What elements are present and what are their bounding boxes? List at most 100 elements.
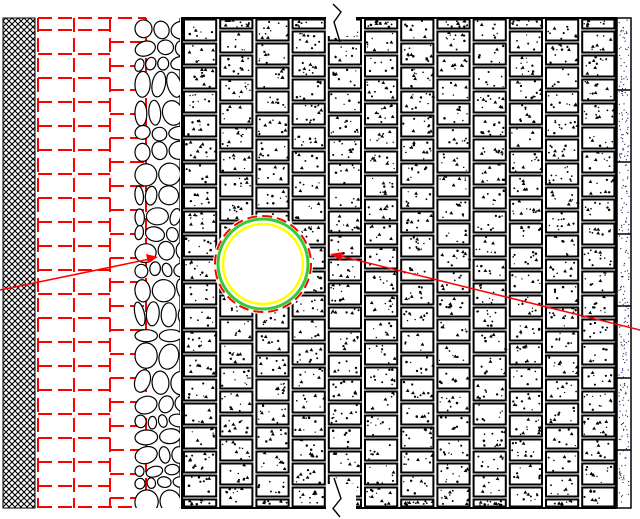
masonry-block	[219, 318, 254, 342]
stipple-dot	[352, 266, 354, 268]
stipple-dot	[584, 278, 587, 280]
stipple-aggregate	[187, 50, 192, 54]
stipple-aggregate	[552, 417, 557, 422]
stipple-aggregate	[522, 345, 527, 349]
edge-speckle	[625, 31, 628, 33]
stipple-dot	[193, 193, 197, 196]
stipple-aggregate	[527, 311, 532, 315]
stipple-dot	[407, 202, 410, 205]
stipple-dot	[261, 44, 264, 47]
stipple-aggregate	[406, 218, 410, 222]
stipple-dot	[345, 337, 348, 340]
stipple-aggregate	[524, 324, 528, 329]
stipple-dot	[607, 467, 609, 469]
stipple-dot	[309, 119, 312, 122]
masonry-block	[255, 450, 290, 474]
stipple-aggregate	[409, 294, 414, 298]
stipple-aggregate	[274, 455, 279, 459]
stipple-dot	[346, 445, 349, 448]
stipple-dot	[466, 113, 468, 115]
stipple-dot	[549, 61, 552, 64]
stipple-dot	[513, 187, 516, 190]
edge-speckle	[622, 276, 624, 278]
stipple-dot	[475, 248, 478, 251]
stipple-dot	[528, 20, 530, 22]
stipple-aggregate	[588, 179, 593, 184]
edge-speckle	[626, 190, 628, 192]
rubble-stone	[146, 477, 157, 489]
stipple-aggregate	[391, 390, 395, 395]
stipple-aggregate	[355, 218, 360, 222]
rubble-stone	[134, 395, 158, 415]
stipple-dot	[574, 455, 576, 457]
stipple-aggregate	[499, 454, 503, 458]
stipple-dot	[427, 102, 429, 105]
stipple-dot	[321, 260, 324, 263]
stipple-dot	[284, 123, 288, 126]
stipple-dot	[564, 261, 567, 264]
masonry-block	[472, 18, 507, 42]
rubble-stone	[134, 163, 158, 187]
stipple-dot	[566, 171, 569, 173]
masonry-block	[291, 486, 326, 508]
stipple-aggregate	[342, 379, 346, 383]
stipple-dot	[311, 184, 314, 187]
edge-speckle	[619, 400, 621, 402]
stipple-dot	[416, 272, 419, 275]
stipple-dot	[233, 209, 236, 212]
stipple-dot	[294, 428, 297, 432]
stipple-aggregate	[383, 21, 388, 25]
stipple-dot	[409, 479, 413, 483]
stipple-dot	[490, 251, 493, 254]
masonry-block	[545, 186, 580, 210]
stipple-dot	[314, 137, 317, 140]
stipple-dot	[311, 71, 314, 74]
stipple-dot	[388, 217, 391, 220]
stipple-dot	[548, 179, 551, 182]
stipple-aggregate	[452, 137, 457, 141]
stipple-dot	[481, 106, 484, 109]
rubble-stone	[161, 262, 173, 278]
edge-speckle	[619, 388, 622, 390]
stipple-aggregate	[271, 417, 276, 421]
stipple-dot	[524, 260, 527, 264]
stipple-aggregate	[374, 21, 379, 26]
stipple-dot	[198, 129, 200, 131]
stipple-dot	[267, 101, 269, 104]
stipple-dot	[228, 87, 231, 90]
edge-speckle	[620, 377, 623, 380]
edge-speckle	[626, 433, 629, 435]
stipple-dot	[389, 58, 392, 62]
rubble-stone	[134, 100, 148, 127]
stipple-dot	[406, 319, 409, 322]
stipple-dot	[207, 490, 210, 493]
stipple-dot	[382, 282, 385, 284]
stipple-aggregate	[297, 427, 302, 432]
stipple-aggregate	[240, 67, 244, 71]
stipple-dot	[391, 383, 393, 386]
stipple-dot	[239, 21, 242, 24]
stipple-dot	[228, 64, 231, 67]
stipple-dot	[276, 98, 279, 101]
stipple-dot	[283, 386, 286, 389]
stipple-dot	[338, 284, 341, 286]
stipple-dot	[204, 180, 207, 184]
stipple-dot	[451, 129, 455, 132]
edge-speckle	[622, 345, 624, 347]
stipple-aggregate	[403, 500, 408, 505]
stipple-dot	[465, 137, 467, 140]
stipple-dot	[452, 272, 455, 275]
stipple-dot	[554, 54, 557, 56]
stipple-dot	[445, 210, 448, 213]
stipple-dot	[498, 443, 502, 446]
stipple-aggregate	[459, 63, 464, 67]
stipple-dot	[403, 48, 406, 51]
masonry-block	[255, 138, 290, 162]
stipple-dot	[198, 59, 200, 62]
stipple-dot	[458, 475, 460, 477]
stipple-dot	[596, 182, 598, 185]
stipple-dot	[586, 394, 588, 396]
stipple-dot	[512, 256, 515, 258]
stipple-aggregate	[260, 411, 264, 415]
stipple-aggregate	[538, 226, 542, 231]
